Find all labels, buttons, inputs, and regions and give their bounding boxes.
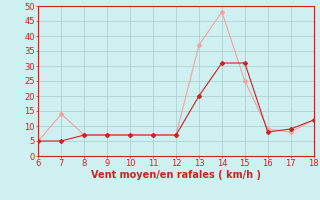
X-axis label: Vent moyen/en rafales ( km/h ): Vent moyen/en rafales ( km/h ) xyxy=(91,170,261,180)
